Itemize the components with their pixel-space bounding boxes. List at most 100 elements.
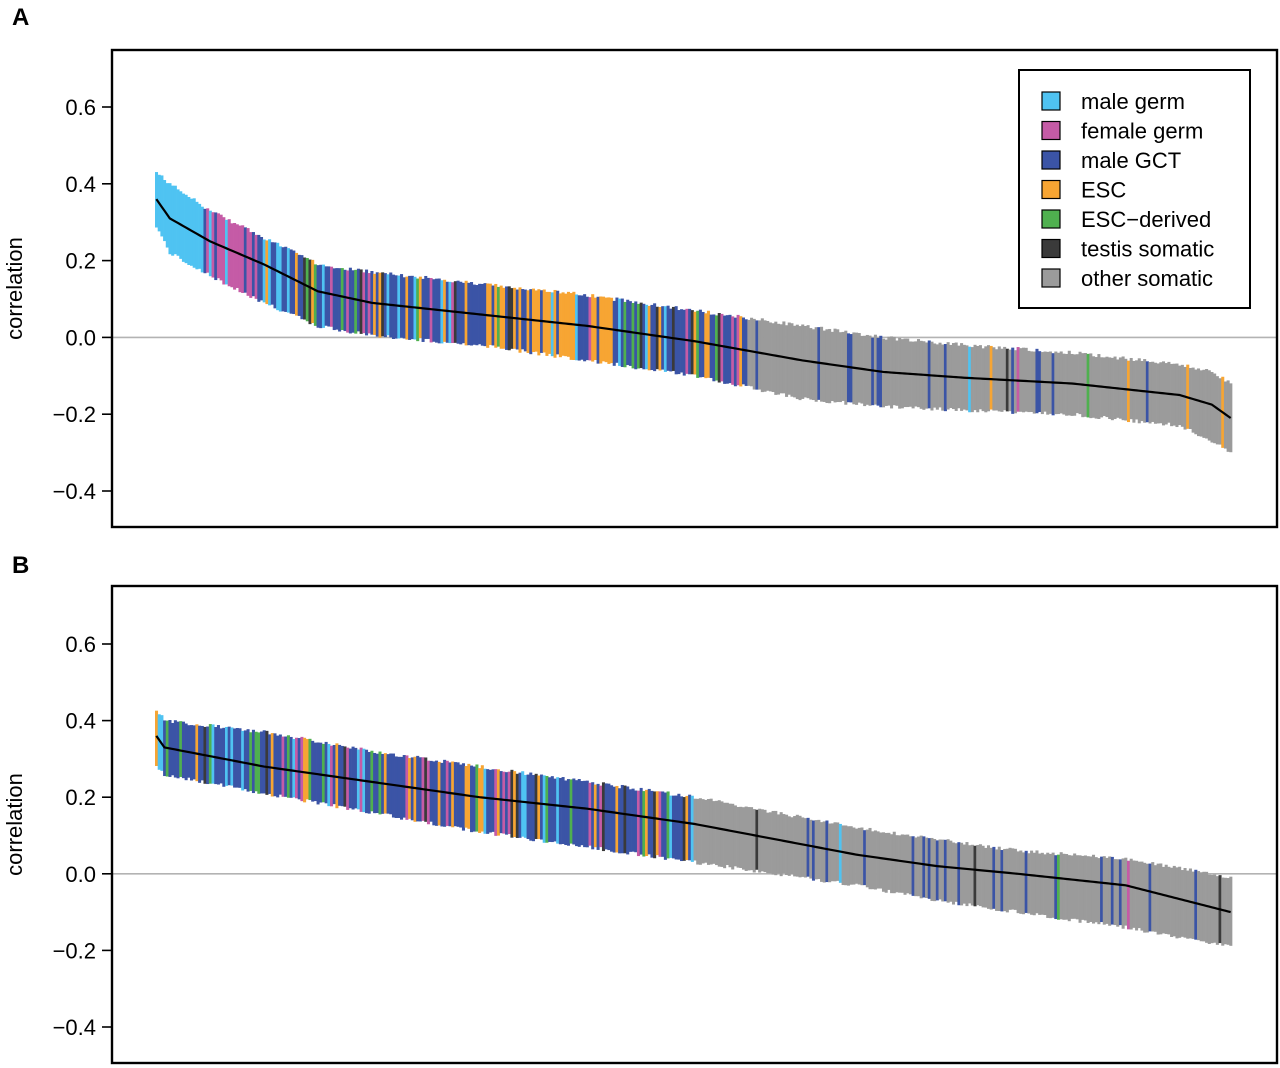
y-tick-label: −0.4 xyxy=(53,1015,96,1040)
sample-bar xyxy=(494,769,498,836)
sample-bar xyxy=(1191,871,1195,939)
sample-bar xyxy=(405,276,409,340)
sample-bar xyxy=(537,775,541,839)
sample-bar xyxy=(470,765,474,833)
sample-bar xyxy=(930,837,934,901)
sample-bar xyxy=(155,710,159,767)
sample-bar xyxy=(1202,871,1206,942)
sample-bar xyxy=(1132,860,1136,928)
sample-bar xyxy=(575,780,579,847)
sample-bar xyxy=(954,843,958,902)
sample-bar xyxy=(690,795,694,862)
sample-bar xyxy=(1073,853,1077,919)
sample-bar xyxy=(270,242,274,305)
sample-bar xyxy=(319,742,323,803)
sample-bar xyxy=(219,728,223,784)
legend-swatch xyxy=(1041,150,1061,170)
sample-bar xyxy=(558,293,562,358)
sample-bar xyxy=(763,320,767,392)
sample-bar xyxy=(1126,860,1131,930)
sample-bar xyxy=(655,791,659,856)
sample-bar xyxy=(863,830,867,886)
sample-bar xyxy=(1094,857,1098,923)
sample-bar xyxy=(663,792,667,860)
sample-bar xyxy=(1005,848,1009,913)
sample-bar xyxy=(340,745,344,807)
sample-bar xyxy=(1067,855,1071,922)
sample-bar xyxy=(564,780,568,846)
legend-label: male germ xyxy=(1081,89,1185,114)
sample-bar xyxy=(284,736,288,797)
sample-bar xyxy=(260,236,264,301)
sample-bar xyxy=(448,762,452,827)
sample-bar xyxy=(887,336,891,406)
sample-bar xyxy=(744,806,748,871)
sample-bar xyxy=(397,275,401,339)
sample-bar xyxy=(892,831,896,894)
sample-bar xyxy=(537,289,541,356)
sample-bar xyxy=(626,786,630,855)
sample-bar xyxy=(618,788,622,854)
sample-bar xyxy=(1129,858,1133,930)
sample-bar xyxy=(720,313,724,382)
sample-bar xyxy=(690,310,694,375)
sample-bar xyxy=(211,212,215,278)
y-tick-label: −0.2 xyxy=(53,402,96,427)
sample-bar xyxy=(585,780,589,848)
sample-bar xyxy=(464,765,468,828)
sample-bar xyxy=(281,736,285,797)
sample-bar xyxy=(642,303,646,370)
sample-bar xyxy=(416,278,420,342)
sample-bar xyxy=(701,311,705,378)
sample-bar xyxy=(922,836,926,898)
sample-bar xyxy=(1164,864,1168,934)
sample-bar xyxy=(739,806,743,868)
sample-bar xyxy=(251,729,255,794)
sample-bar xyxy=(300,255,304,320)
sample-bar xyxy=(650,790,654,858)
sample-bar xyxy=(1215,376,1219,445)
y-axis-label: correlation xyxy=(2,237,27,340)
sample-bar xyxy=(822,821,826,883)
sample-bar xyxy=(903,834,907,895)
sample-bar xyxy=(890,834,894,894)
sample-bar xyxy=(510,769,514,838)
sample-bar xyxy=(653,791,657,859)
sample-bar xyxy=(241,225,245,293)
sample-bar xyxy=(645,304,649,370)
sample-bar xyxy=(362,272,366,334)
sample-bar xyxy=(157,714,161,770)
sample-bar xyxy=(1196,871,1201,941)
sample-bar xyxy=(776,814,781,874)
sample-bar xyxy=(1013,350,1017,414)
sample-bar xyxy=(292,250,296,315)
sample-bar xyxy=(693,311,697,375)
sample-bar xyxy=(572,291,576,360)
sample-bar xyxy=(585,296,589,361)
sample-bar xyxy=(914,837,918,897)
sample-bar xyxy=(270,733,274,797)
sample-bar xyxy=(876,831,880,889)
sample-bar xyxy=(400,756,404,820)
sample-bar xyxy=(1210,371,1214,443)
sample-bar xyxy=(774,810,778,876)
sample-bar xyxy=(472,766,476,832)
sample-bar xyxy=(327,266,331,327)
sample-bar xyxy=(187,196,191,266)
sample-bar xyxy=(440,280,444,344)
sample-bar xyxy=(1051,852,1055,918)
sample-bar xyxy=(801,324,805,399)
sample-bar xyxy=(706,799,711,865)
sample-bar xyxy=(960,842,964,906)
sample-bar xyxy=(715,800,719,866)
sample-bar xyxy=(790,817,794,875)
sample-bar xyxy=(830,823,834,882)
sample-bar xyxy=(1113,859,1117,926)
sample-bar xyxy=(766,812,770,874)
legend-label: other somatic xyxy=(1081,266,1213,291)
sample-bar xyxy=(671,795,676,859)
sample-bar xyxy=(650,304,654,371)
sample-bar xyxy=(545,291,549,356)
sample-bar xyxy=(235,727,239,788)
sample-bar xyxy=(604,297,608,363)
